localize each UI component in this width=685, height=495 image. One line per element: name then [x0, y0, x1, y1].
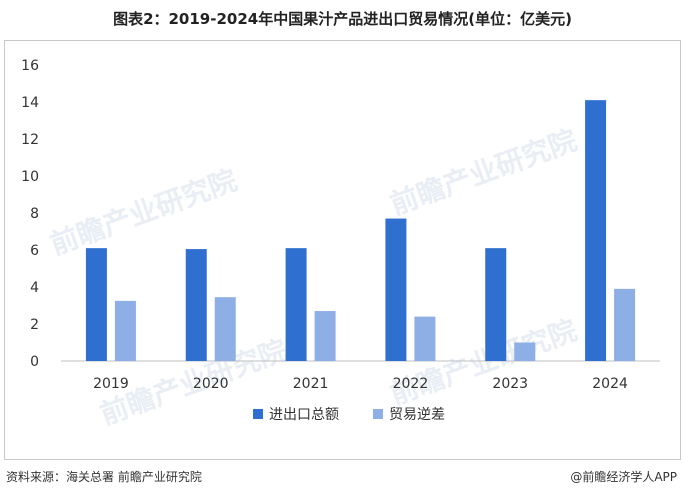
y-tick-label: 16	[21, 58, 39, 74]
bar-deficit-2022	[414, 316, 436, 361]
y-tick-label: 2	[30, 317, 39, 333]
bar-total-2024	[585, 100, 607, 362]
x-tick-label: 2020	[193, 376, 229, 392]
x-tick-label: 2024	[592, 376, 628, 392]
bar-deficit-2023	[514, 342, 536, 361]
x-tick-label: 2021	[293, 376, 329, 392]
legend-label: 进出口总额	[269, 407, 339, 423]
y-tick-label: 6	[30, 243, 39, 259]
bar-total-2020	[185, 249, 207, 361]
y-tick-label: 10	[21, 169, 39, 185]
credit-note: @前瞻经济学人APP	[570, 470, 677, 484]
bar-deficit-2021	[314, 311, 336, 361]
chart-title: 图表2：2019-2024年中国果汁产品进出口贸易情况(单位：亿美元)	[113, 10, 572, 28]
y-tick-label: 12	[21, 132, 39, 148]
legend-label: 贸易逆差	[389, 407, 445, 423]
y-tick-label: 8	[30, 206, 39, 222]
bar-total-2023	[485, 248, 507, 361]
y-tick-label: 4	[30, 280, 39, 296]
bar-total-2021	[285, 248, 307, 361]
x-tick-label: 2019	[93, 376, 129, 392]
y-tick-label: 14	[21, 95, 39, 111]
x-tick-label: 2022	[393, 376, 429, 392]
bar-chart: 0 2 4 6 8 10 12 14 16 2019 2020 2021 2022 2023 2024 进出口…	[21, 58, 660, 423]
bar-deficit-2020	[214, 297, 236, 361]
chart-panel: 前瞻产业研究院 前瞻产业研究院 前瞻产业研究院 前瞻产业研究院 0 2 4 6 8 10 1…	[4, 40, 681, 460]
bar-total-2022	[385, 218, 407, 361]
bar-deficit-2019	[114, 300, 136, 361]
legend-swatch	[373, 409, 383, 419]
y-tick-label: 0	[30, 354, 39, 370]
source-note: 资料来源：海关总署 前瞻产业研究院	[6, 470, 202, 484]
x-tick-label: 2023	[492, 376, 528, 392]
bar-deficit-2024	[614, 288, 636, 361]
legend-swatch	[253, 409, 263, 419]
bar-total-2019	[85, 248, 107, 361]
